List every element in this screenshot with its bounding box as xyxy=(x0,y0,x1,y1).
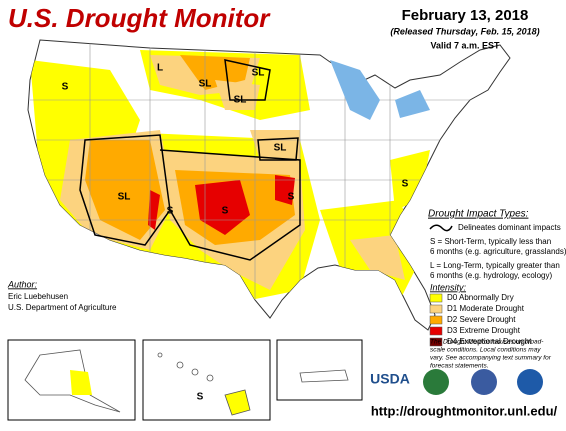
url[interactable]: http://droughtmonitor.unl.edu/ xyxy=(371,403,558,418)
date: February 13, 2018 xyxy=(402,7,529,24)
map-impact-label: L xyxy=(157,63,163,74)
author-org: U.S. Department of Agriculture xyxy=(8,303,117,312)
hawaii-big-island xyxy=(224,389,251,416)
impact-long-term: L = Long-Term, typically greater than xyxy=(430,261,560,270)
map-impact-label: SL xyxy=(234,95,247,106)
intensity-label: D0 Abnormally Dry xyxy=(447,293,514,302)
map-impact-label: S xyxy=(222,206,229,217)
map-impact-label: SL xyxy=(274,143,287,154)
intensity-swatch xyxy=(429,326,443,336)
alaska-dry xyxy=(70,370,92,395)
ndmc-logo xyxy=(423,369,449,395)
title: U.S. Drought Monitor xyxy=(8,3,271,33)
note-line: The Drought Monitor focuses on broad- xyxy=(430,339,544,346)
intensity-label: D2 Severe Drought xyxy=(447,315,516,324)
impact-long-term: 6 months (e.g. hydrology, ecology) xyxy=(430,271,552,280)
map-impact-label: S xyxy=(62,82,69,93)
intensity-label: D3 Extreme Drought xyxy=(447,326,521,335)
impact-short-term: 6 months (e.g. agriculture, grasslands) xyxy=(430,247,566,256)
insets xyxy=(7,339,363,421)
note-line: forecast statements. xyxy=(430,363,489,370)
author-heading: Author: xyxy=(7,279,38,289)
map-impact-label: S xyxy=(167,206,174,217)
puerto-rico xyxy=(299,369,349,383)
intensity-swatch xyxy=(429,315,443,325)
impact-delineates: Delineates dominant impacts xyxy=(458,223,561,232)
intensity-swatch xyxy=(429,293,443,303)
note-line: scale conditions. Local conditions may xyxy=(430,347,541,354)
map-impact-label: S xyxy=(288,192,295,203)
intensity-label: D4 Exceptional Drought xyxy=(447,337,532,346)
intensity-swatch xyxy=(429,337,443,347)
note-line: vary. See accompanying text summary for xyxy=(430,355,552,362)
usda-logo: USDA xyxy=(370,371,410,387)
commerce-seal xyxy=(471,369,497,395)
released: (Released Thursday, Feb. 15, 2018) xyxy=(390,26,539,36)
hawaii xyxy=(157,352,214,382)
intensity-label: D1 Moderate Drought xyxy=(447,304,525,313)
impact-line-symbol xyxy=(429,224,453,232)
noaa-logo xyxy=(517,369,543,395)
map-impact-label: SL xyxy=(118,192,131,203)
author-name: Eric Luebehusen xyxy=(8,292,68,301)
map-impact-label: SL xyxy=(252,68,265,79)
impact-short-term: S = Short-Term, typically less than xyxy=(430,237,551,246)
intensity-swatch xyxy=(429,304,443,314)
impact-heading: Drought Impact Types: xyxy=(428,209,529,220)
map-impact-label: S xyxy=(197,392,204,403)
map-impact-label: S xyxy=(402,179,409,190)
valid-time: Valid 7 a.m. EST xyxy=(430,40,500,50)
map-impact-label: SL xyxy=(199,79,212,90)
intensity-heading: Intensity: xyxy=(430,282,467,292)
